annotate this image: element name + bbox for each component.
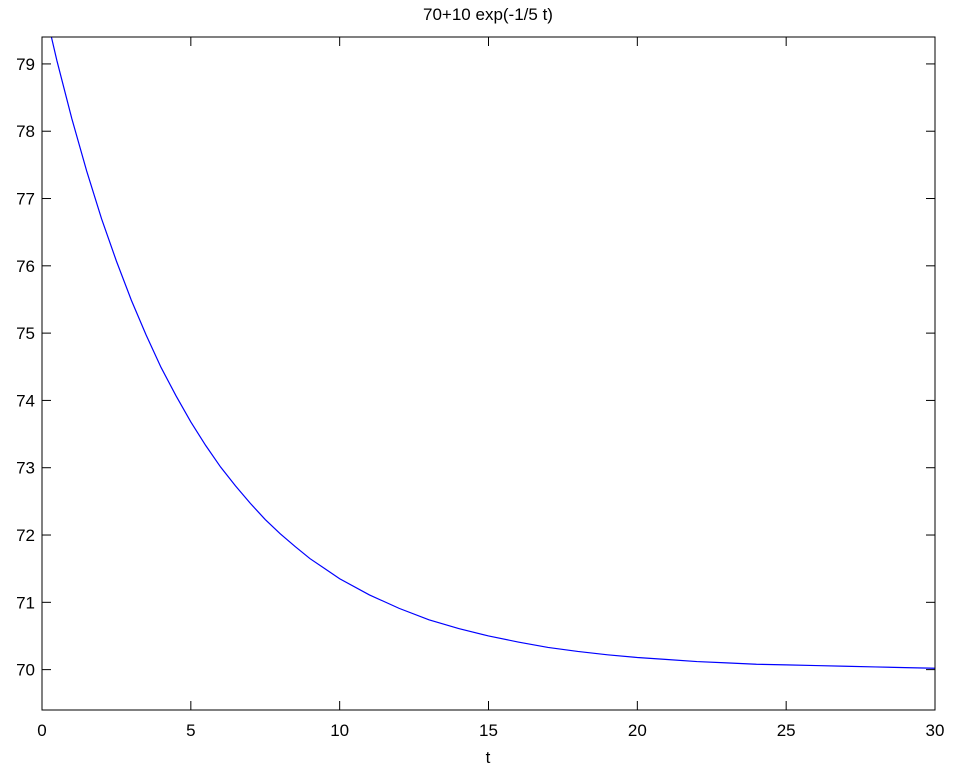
x-tick-label: 15 (479, 721, 498, 740)
y-tick-label: 70 (16, 661, 35, 680)
y-tick-label: 77 (16, 190, 35, 209)
y-tick-label: 73 (16, 459, 35, 478)
y-tick-label: 79 (16, 55, 35, 74)
axes-box (41, 36, 936, 711)
y-axis: 70 71 72 73 74 75 76 77 78 79 (16, 55, 935, 680)
y-tick-label: 71 (16, 593, 35, 612)
x-tick-label: 30 (926, 721, 945, 740)
y-tick-label: 74 (16, 391, 35, 410)
y-tick-label: 78 (16, 122, 35, 141)
series-line-0 (50, 37, 935, 669)
x-axis-label: t (486, 748, 491, 767)
x-tick-label: 0 (37, 721, 46, 740)
x-tick-label: 20 (628, 721, 647, 740)
x-tick-label: 10 (330, 721, 349, 740)
x-tick-label: 5 (186, 721, 195, 740)
y-tick-label: 75 (16, 324, 35, 343)
y-tick-label: 72 (16, 526, 35, 545)
y-tick-label: 76 (16, 257, 35, 276)
x-axis: 0 5 10 15 20 25 30 (37, 37, 944, 740)
x-tick-label: 25 (777, 721, 796, 740)
chart-title: 70+10 exp(-1/5 t) (423, 5, 553, 24)
plot-area (50, 37, 935, 669)
